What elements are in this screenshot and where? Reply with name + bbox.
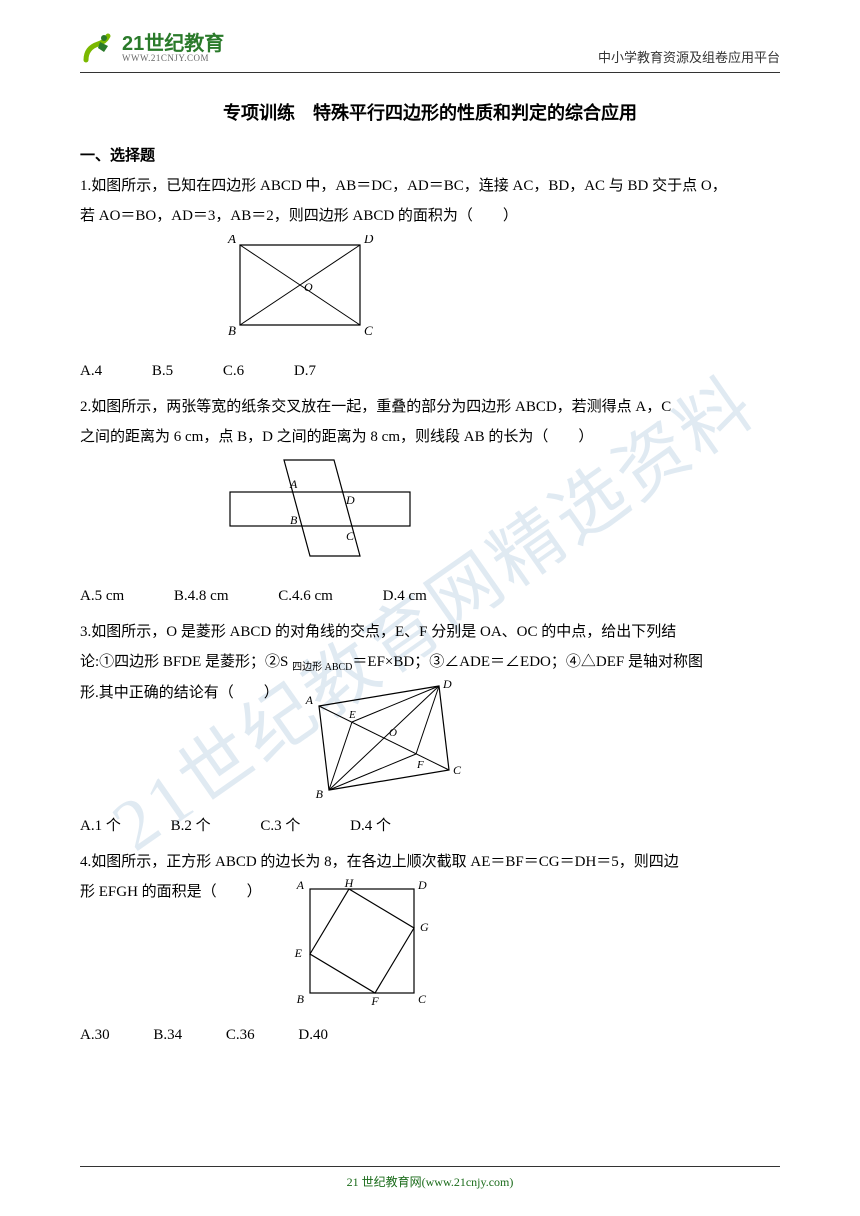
svg-text:D: D (417, 878, 427, 892)
svg-text:F: F (370, 994, 379, 1007)
q2-line1: 2.如图所示，两张等宽的纸条交叉放在一起，重叠的部分为四边形 ABCD，若测得点… (80, 392, 780, 422)
svg-text:C: C (364, 323, 373, 338)
svg-text:A: A (304, 693, 313, 707)
svg-text:H: H (343, 877, 354, 890)
q1-figure: A D B C O (220, 235, 780, 352)
logo-icon (80, 30, 116, 66)
q4-optD: D.40 (298, 1020, 328, 1050)
question-4: 4.如图所示，正方形 ABCD 的边长为 8，在各边上顺次截取 AE＝BF＝CG… (80, 847, 780, 1018)
question-3: 3.如图所示，O 是菱形 ABCD 的对角线的交点，E、F 分别是 OA、OC … (80, 617, 780, 809)
q3-line2: 论:①四边形 BFDE 是菱形；②S 四边形 ABCD＝EF×BD；③∠ADE＝… (80, 647, 780, 678)
svg-text:B: B (315, 787, 323, 798)
q4-options: A.30 B.34 C.36 D.40 (80, 1020, 780, 1050)
q3-options: A.1 个 B.2 个 C.3 个 D.4 个 (80, 811, 780, 841)
svg-text:O: O (389, 727, 397, 739)
q4-line1: 4.如图所示，正方形 ABCD 的边长为 8，在各边上顺次截取 AE＝BF＝CG… (80, 847, 780, 877)
q4-line2: 形 EFGH 的面积是（ ） (80, 877, 262, 907)
q3-line1: 3.如图所示，O 是菱形 ABCD 的对角线的交点，E、F 分别是 OA、OC … (80, 617, 780, 647)
q3-line3: 形.其中正确的结论有（ ） (80, 678, 279, 708)
q3-optB: B.2 个 (171, 811, 211, 841)
q2-optB: B.4.8 cm (174, 581, 229, 611)
svg-text:A: A (289, 477, 298, 491)
q1-line2: 若 AO＝BO，AD＝3，AB＝2，则四边形 ABCD 的面积为（ ） (80, 201, 780, 231)
q2-figure: A D B C (220, 456, 780, 577)
header-right-text: 中小学教育资源及组卷应用平台 (598, 47, 780, 66)
q2-optD: D.4 cm (383, 581, 427, 611)
svg-text:C: C (346, 529, 355, 543)
svg-text:E: E (293, 946, 302, 960)
q4-optA: A.30 (80, 1020, 110, 1050)
q1-optA: A.4 (80, 356, 102, 386)
svg-text:E: E (348, 709, 356, 721)
q4-figure: A H D G C F B E (292, 877, 432, 1018)
page-header: 21世纪教育 WWW.21CNJY.COM 中小学教育资源及组卷应用平台 (80, 0, 780, 73)
svg-text:G: G (420, 920, 429, 934)
svg-text:C: C (418, 992, 427, 1006)
question-2: 2.如图所示，两张等宽的纸条交叉放在一起，重叠的部分为四边形 ABCD，若测得点… (80, 392, 780, 452)
svg-text:D: D (363, 235, 374, 246)
svg-text:D: D (345, 493, 355, 507)
q1-optB: B.5 (152, 356, 173, 386)
q1-optD: D.7 (294, 356, 316, 386)
svg-text:B: B (296, 992, 304, 1006)
logo-block: 21世纪教育 WWW.21CNJY.COM (80, 30, 224, 66)
q1-optC: C.6 (223, 356, 244, 386)
svg-text:A: A (295, 878, 304, 892)
q4-optB: B.34 (153, 1020, 182, 1050)
q1-options: A.4 B.5 C.6 D.7 (80, 356, 780, 386)
svg-text:B: B (228, 323, 236, 338)
svg-text:O: O (304, 280, 313, 294)
content-area: 专项训练 特殊平行四边形的性质和判定的综合应用 一、选择题 1.如图所示，已知在… (0, 73, 860, 1050)
q1-line1: 1.如图所示，已知在四边形 ABCD 中，AB＝DC，AD＝BC，连接 AC，B… (80, 171, 780, 201)
q4-optC: C.36 (226, 1020, 255, 1050)
svg-text:D: D (442, 678, 452, 691)
q2-options: A.5 cm B.4.8 cm C.4.6 cm D.4 cm (80, 581, 780, 611)
q3-optD: D.4 个 (350, 811, 391, 841)
svg-text:B: B (290, 513, 298, 527)
q3-figure: A D B C E F O (299, 678, 469, 809)
page-title: 专项训练 特殊平行四边形的性质和判定的综合应用 (80, 95, 780, 131)
q3-optA: A.1 个 (80, 811, 121, 841)
logo-url-text: WWW.21CNJY.COM (122, 54, 224, 63)
svg-text:F: F (416, 759, 424, 771)
svg-text:A: A (227, 235, 236, 246)
page-footer: 21 世纪教育网(www.21cnjy.com) (80, 1166, 780, 1190)
section-heading: 一、选择题 (80, 141, 780, 171)
q2-line2: 之间的距离为 6 cm，点 B，D 之间的距离为 8 cm，则线段 AB 的长为… (80, 422, 780, 452)
question-1: 1.如图所示，已知在四边形 ABCD 中，AB＝DC，AD＝BC，连接 AC，B… (80, 171, 780, 231)
q2-optA: A.5 cm (80, 581, 124, 611)
svg-text:C: C (453, 763, 462, 777)
q2-optC: C.4.6 cm (278, 581, 333, 611)
logo-cn-text: 21世纪教育 (122, 34, 224, 54)
q3-optC: C.3 个 (260, 811, 300, 841)
